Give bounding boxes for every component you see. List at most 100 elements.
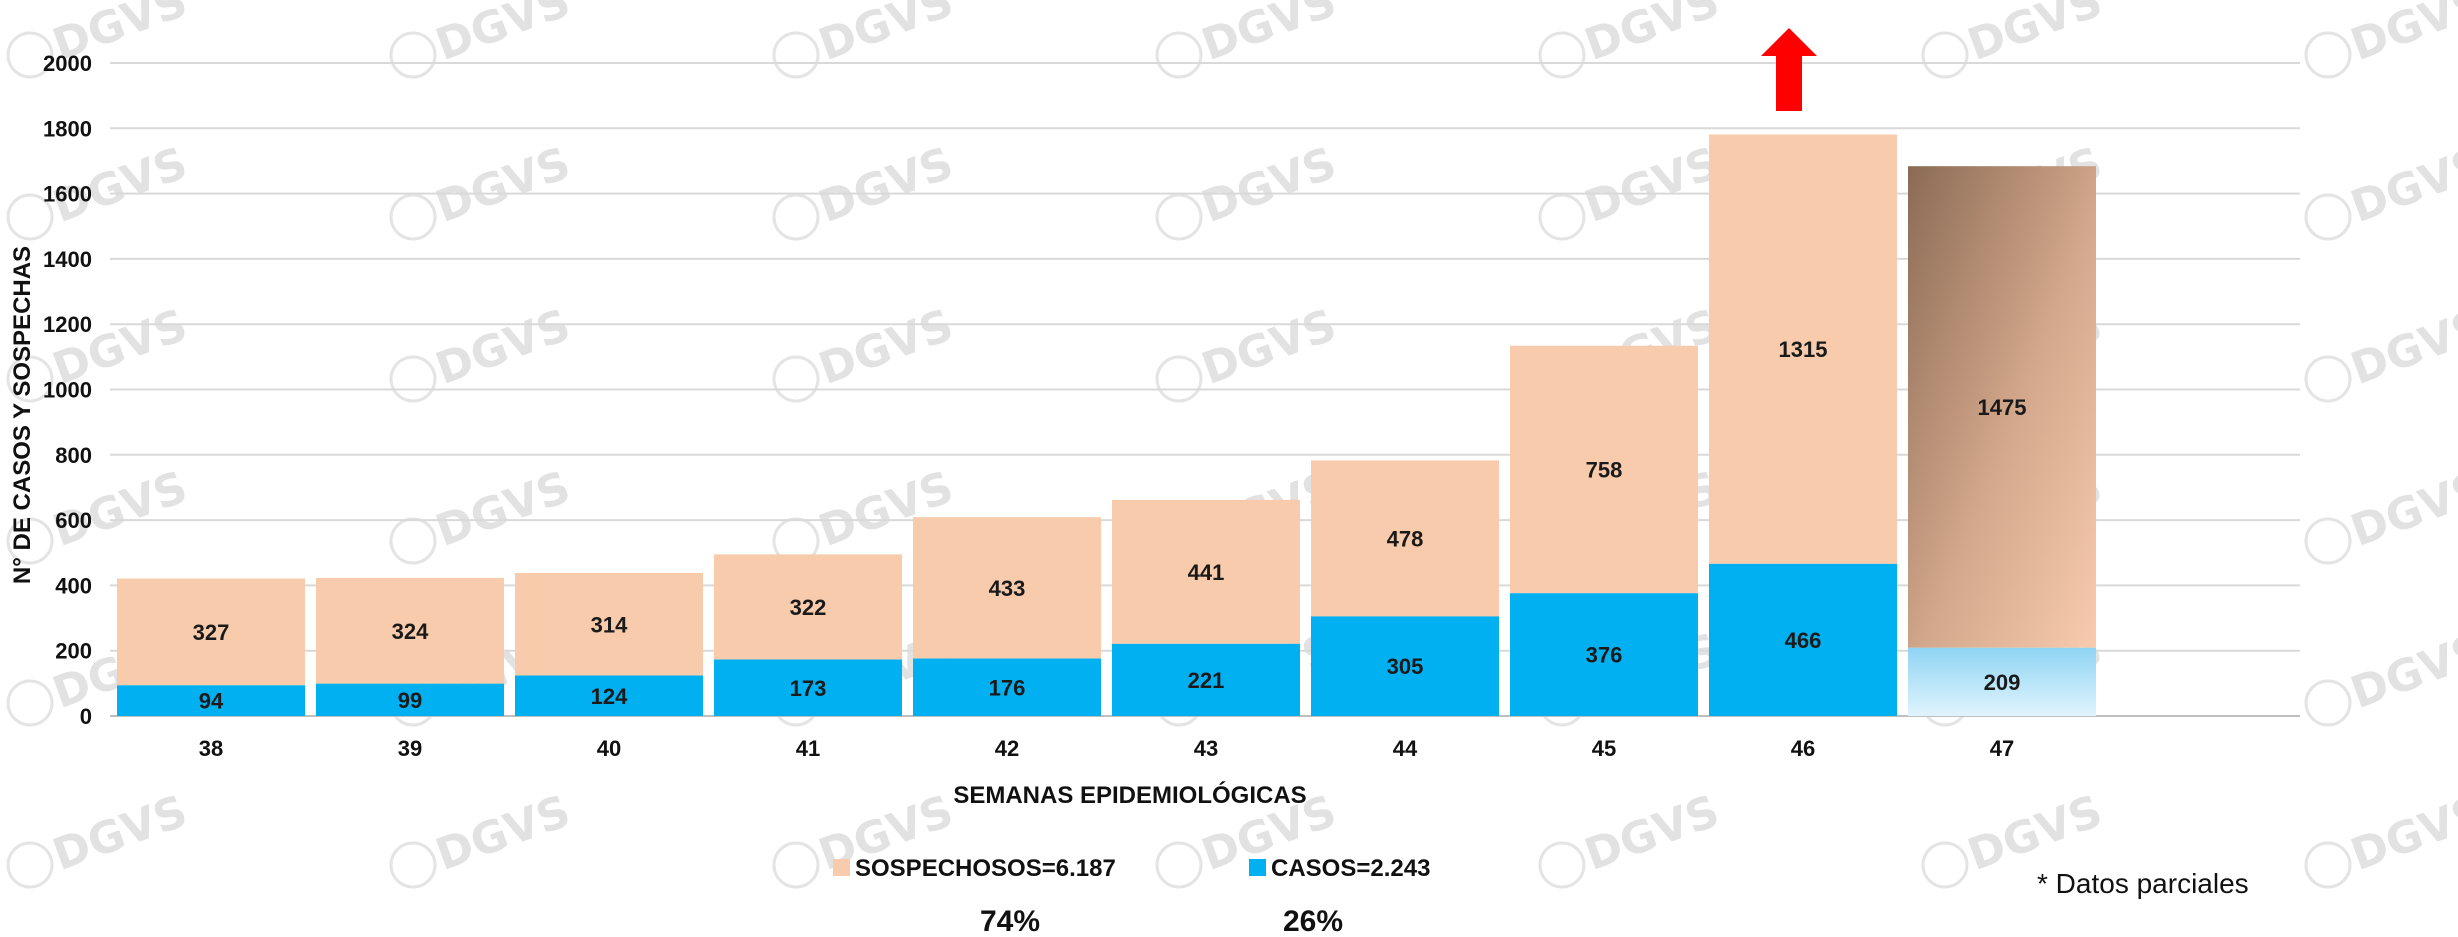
bar-casos <box>1112 643 1300 716</box>
data-label-sospechosos: 433 <box>989 576 1026 601</box>
watermark: DGVS <box>1155 300 1343 403</box>
y-tick-label: 1000 <box>43 378 92 403</box>
watermark: DGVS <box>1538 0 1726 79</box>
watermark: DGVS <box>389 786 577 889</box>
y-tick-label: 600 <box>55 508 92 533</box>
data-label-casos: 124 <box>591 684 628 709</box>
y-tick-label: 1600 <box>43 182 92 207</box>
svg-text:DGVS: DGVS <box>2344 624 2458 719</box>
svg-text:DGVS: DGVS <box>1195 0 1342 71</box>
watermark: DGVS <box>389 0 577 79</box>
data-label-casos: 94 <box>199 689 224 714</box>
watermark: DGVS <box>2304 138 2458 241</box>
x-tick-label: 39 <box>398 736 422 761</box>
svg-text:DGVS: DGVS <box>812 138 959 233</box>
data-label-sospechosos: 441 <box>1188 560 1225 585</box>
svg-text:DGVS: DGVS <box>1195 138 1342 233</box>
bar-sospechosos <box>117 578 305 686</box>
x-tick-label: 41 <box>796 736 820 761</box>
data-label-sospechosos: 327 <box>193 620 230 645</box>
bars: 327 94 324 99 314 124 322 173 433 176 441 221 478 305… <box>117 134 2096 716</box>
watermark: DGVS <box>1538 786 1726 889</box>
bar-sospechosos <box>1112 499 1300 644</box>
data-label-sospechosos: 478 <box>1387 526 1424 551</box>
legend-percent-sospechosos: 74% <box>980 905 1040 937</box>
bar-group: 322 173 <box>714 554 902 716</box>
svg-text:DGVS: DGVS <box>1578 786 1725 881</box>
watermark: DGVS <box>6 0 194 79</box>
watermark: DGVS <box>6 786 194 889</box>
svg-text:DGVS: DGVS <box>429 0 576 71</box>
bar-casos <box>1709 563 1897 716</box>
svg-text:DGVS: DGVS <box>429 786 576 881</box>
y-tick-label: 1200 <box>43 312 92 337</box>
bar-casos <box>316 683 504 716</box>
watermark: DGVS <box>389 300 577 403</box>
svg-text:DGVS: DGVS <box>1195 300 1342 395</box>
data-label-sospechosos: 758 <box>1586 457 1623 482</box>
bar-sospechosos <box>1311 460 1499 617</box>
watermark: DGVS <box>389 462 577 565</box>
y-tick-label: 1400 <box>43 247 92 272</box>
svg-text:DGVS: DGVS <box>429 462 576 557</box>
data-label-sospechosos: 314 <box>591 612 628 637</box>
y-tick-label: 2000 <box>43 51 92 76</box>
data-label-casos: 466 <box>1785 628 1822 653</box>
bar-casos <box>1311 616 1499 716</box>
bar-sospechosos <box>1510 345 1698 594</box>
legend-label-casos: CASOS=2.243 <box>1271 855 1430 882</box>
legend-percent-casos: 26% <box>1283 905 1343 937</box>
watermark: DGVS <box>389 138 577 241</box>
data-label-sospechosos: 322 <box>790 595 827 620</box>
x-axis-ticks: 38 39 40 41 42 43 44 45 46 47 <box>199 736 2014 761</box>
bar-group: 1475 209 <box>1908 166 2096 716</box>
data-label-casos: 99 <box>398 688 422 713</box>
y-axis-ticks: 0 200 400 600 800 1000 1200 1400 1600 1800 2000 <box>43 51 92 729</box>
data-label-casos: 376 <box>1586 643 1623 668</box>
bar-casos <box>1908 647 2096 716</box>
svg-text:DGVS: DGVS <box>812 0 959 71</box>
data-label-casos: 305 <box>1387 654 1424 679</box>
x-tick-label: 38 <box>199 736 223 761</box>
x-tick-label: 44 <box>1393 736 1418 761</box>
data-label-casos: 209 <box>1984 670 2021 695</box>
y-tick-label: 200 <box>55 639 92 664</box>
x-tick-label: 46 <box>1791 736 1815 761</box>
data-label-casos: 176 <box>989 675 1026 700</box>
watermark: DGVS <box>772 0 960 79</box>
bar-sospechosos <box>515 572 703 676</box>
watermark: DGVS <box>2304 624 2458 727</box>
bar-group: 478 305 <box>1311 460 1499 716</box>
legend-swatch-sospechosos <box>833 859 850 876</box>
svg-text:DGVS: DGVS <box>2344 300 2458 395</box>
watermark: DGVS <box>6 138 194 241</box>
data-label-sospechosos: 324 <box>392 619 429 644</box>
svg-text:DGVS: DGVS <box>1578 138 1725 233</box>
bar-casos <box>913 658 1101 716</box>
watermark: DGVS <box>2304 786 2458 889</box>
bar-sospechosos <box>913 517 1101 659</box>
watermark: DGVS <box>1155 0 1343 79</box>
watermark: DGVS <box>2304 0 2458 79</box>
bar-casos <box>117 685 305 716</box>
svg-text:DGVS: DGVS <box>1578 0 1725 71</box>
bar-casos <box>1510 593 1698 716</box>
watermark: DGVS <box>2304 300 2458 403</box>
data-label-sospechosos: 1475 <box>1978 395 2027 420</box>
watermark: DGVS <box>1921 0 2109 79</box>
partial-data-note: * Datos parciales <box>2037 868 2249 899</box>
watermark: DGVS <box>772 300 960 403</box>
y-axis-title: N° DE CASOS Y SOSPECHAS <box>9 246 36 584</box>
x-tick-label: 40 <box>597 736 621 761</box>
bar-casos <box>515 675 703 716</box>
watermark: DGVS <box>1155 138 1343 241</box>
bar-group: 314 124 <box>515 572 703 716</box>
bar-sospechosos <box>1709 134 1897 564</box>
y-tick-label: 400 <box>55 573 92 598</box>
svg-text:DGVS: DGVS <box>2344 138 2458 233</box>
svg-text:DGVS: DGVS <box>46 786 193 881</box>
x-tick-label: 43 <box>1194 736 1218 761</box>
svg-text:DGVS: DGVS <box>2344 462 2458 557</box>
svg-text:DGVS: DGVS <box>2344 786 2458 881</box>
